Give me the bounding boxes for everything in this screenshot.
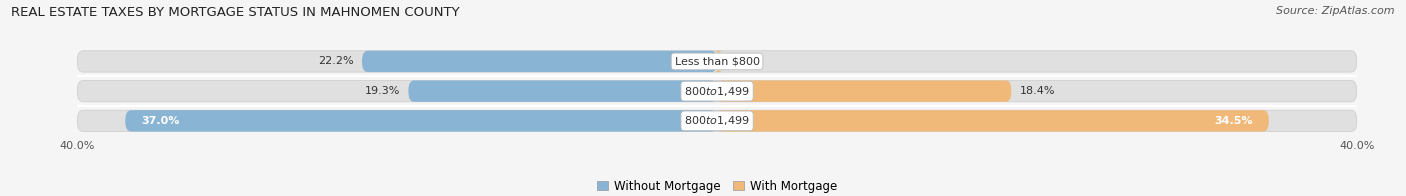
FancyBboxPatch shape [77, 80, 1357, 102]
Text: 18.4%: 18.4% [1019, 86, 1054, 96]
Text: 0.18%: 0.18% [728, 56, 763, 66]
Text: Source: ZipAtlas.com: Source: ZipAtlas.com [1277, 6, 1395, 16]
FancyBboxPatch shape [717, 80, 1011, 102]
FancyBboxPatch shape [77, 51, 1357, 72]
Text: 22.2%: 22.2% [318, 56, 354, 66]
FancyBboxPatch shape [714, 51, 723, 72]
Text: Less than $800: Less than $800 [675, 56, 759, 66]
Text: 34.5%: 34.5% [1215, 116, 1253, 126]
Legend: Without Mortgage, With Mortgage: Without Mortgage, With Mortgage [592, 175, 842, 196]
Text: $800 to $1,499: $800 to $1,499 [685, 85, 749, 98]
FancyBboxPatch shape [408, 80, 717, 102]
FancyBboxPatch shape [125, 110, 717, 132]
Text: $800 to $1,499: $800 to $1,499 [685, 114, 749, 127]
FancyBboxPatch shape [717, 110, 1268, 132]
FancyBboxPatch shape [361, 51, 717, 72]
Text: 19.3%: 19.3% [366, 86, 401, 96]
Text: 37.0%: 37.0% [141, 116, 180, 126]
FancyBboxPatch shape [77, 110, 1357, 132]
Text: REAL ESTATE TAXES BY MORTGAGE STATUS IN MAHNOMEN COUNTY: REAL ESTATE TAXES BY MORTGAGE STATUS IN … [11, 6, 460, 19]
